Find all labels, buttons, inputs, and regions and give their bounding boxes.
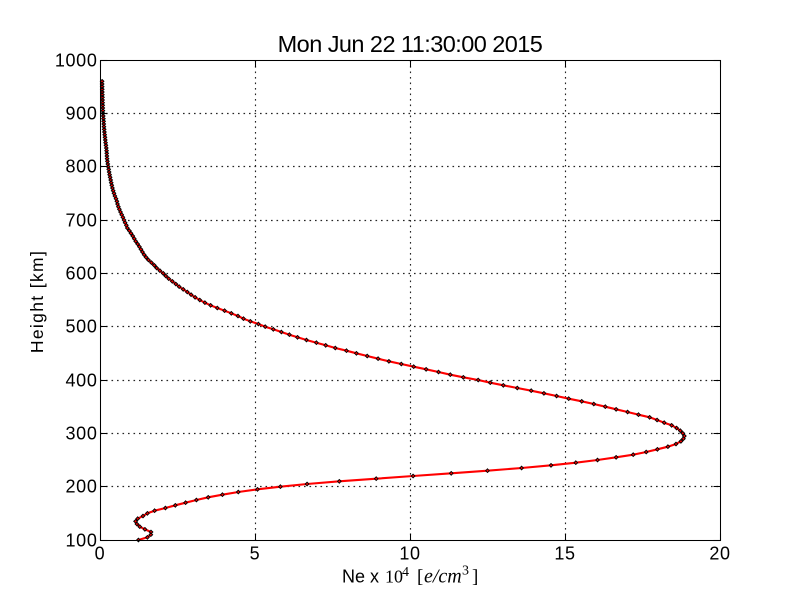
svg-text:0: 0: [95, 543, 106, 563]
svg-text:4: 4: [402, 565, 409, 580]
svg-text:600: 600: [66, 264, 98, 284]
svg-text:900: 900: [66, 104, 98, 124]
svg-text:700: 700: [66, 211, 98, 231]
svg-text:500: 500: [66, 317, 98, 337]
svg-text:Ne x: Ne x: [342, 567, 379, 587]
svg-text:10: 10: [399, 543, 420, 563]
svg-text:e/cm: e/cm: [424, 566, 462, 588]
svg-text:300: 300: [66, 424, 98, 444]
svg-text:Height [km]: Height [km]: [27, 250, 47, 353]
svg-text:5: 5: [250, 543, 261, 563]
svg-text:100: 100: [66, 531, 98, 551]
svg-text:1000: 1000: [55, 51, 98, 71]
svg-text:]: ]: [472, 567, 478, 588]
svg-text:15: 15: [554, 543, 575, 563]
svg-text:10: 10: [385, 567, 403, 587]
svg-text:800: 800: [66, 157, 98, 177]
svg-text:20: 20: [709, 543, 730, 563]
svg-text:3: 3: [462, 564, 469, 579]
svg-text:[: [: [417, 567, 423, 588]
svg-text:Mon Jun 22 11:30:00 2015: Mon Jun 22 11:30:00 2015: [278, 31, 543, 57]
svg-text:400: 400: [66, 371, 98, 391]
svg-text:200: 200: [66, 477, 98, 497]
